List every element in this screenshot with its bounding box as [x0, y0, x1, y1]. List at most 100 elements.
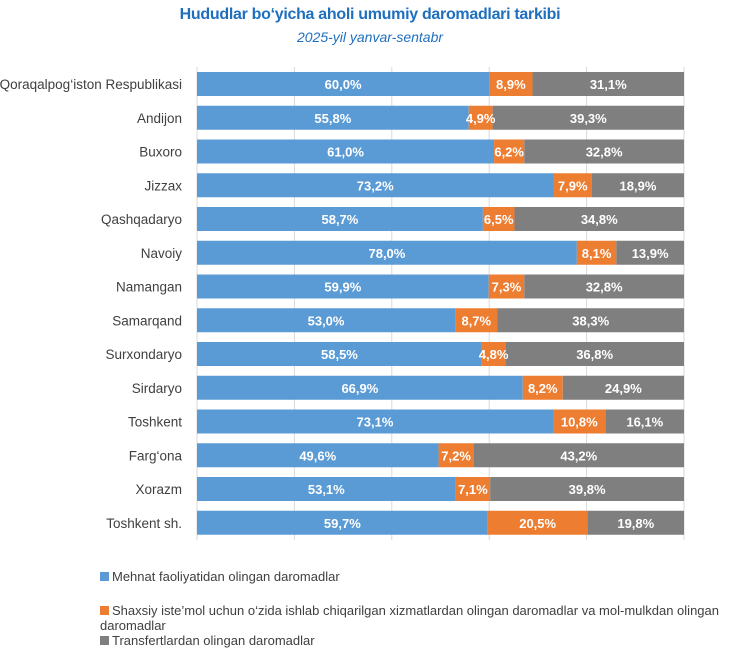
bar-segment-series-2 — [576, 240, 617, 265]
data-label: 43,2% — [560, 448, 597, 463]
bar-segment-series-1 — [197, 173, 554, 198]
category-label: Sirdaryo — [132, 381, 182, 396]
data-label: 6,5% — [484, 212, 514, 227]
data-label: 8,9% — [496, 77, 526, 92]
data-label: 20,5% — [519, 516, 556, 531]
bar-segment-series-3 — [524, 274, 684, 299]
data-label: 13,9% — [632, 246, 669, 261]
data-label: 55,8% — [314, 111, 351, 126]
data-label: 8,7% — [461, 313, 491, 328]
category-label: Namangan — [116, 280, 182, 295]
bar-segment-series-2 — [468, 105, 493, 130]
data-label: 7,9% — [558, 178, 588, 193]
data-label: 58,7% — [321, 212, 358, 227]
category-label: Andijon — [137, 111, 182, 126]
chart-subtitle: 2025-yil yanvar-sentabr — [296, 29, 444, 45]
category-labels: Qoraqalpog‘iston Respublikasi Andijon Buxo… — [0, 77, 182, 531]
bar-segment-series-1 — [197, 274, 489, 299]
category-label: Toshkent sh. — [106, 516, 182, 531]
bar-segment-series-1 — [197, 139, 495, 164]
bar-segment-series-3 — [505, 342, 684, 366]
category-label: Navoiy — [141, 246, 183, 261]
data-label: 39,8% — [569, 482, 606, 497]
category-label: Buxoro — [139, 145, 182, 160]
data-label: 16,1% — [626, 415, 663, 430]
legend-item-own-production-property-income: Shaxsiy iste’mol uchun o‘zida ishlab chi… — [100, 603, 740, 633]
data-label: 78,0% — [368, 246, 405, 261]
bar-segment-series-3 — [492, 105, 684, 130]
category-label: Farg‘ona — [129, 448, 183, 463]
bar-segment-series-3 — [562, 375, 684, 400]
bar-segment-series-2 — [455, 308, 498, 333]
data-label: 7,1% — [458, 482, 488, 497]
bar-segment-series-3 — [497, 308, 684, 333]
bar-segment-series-3 — [514, 207, 684, 231]
bar-segment-series-1 — [197, 240, 577, 265]
data-label: 10,8% — [561, 415, 598, 430]
bar-segment-series-2 — [482, 207, 515, 231]
bar-segment-series-1 — [197, 342, 482, 366]
legend-swatch — [100, 572, 109, 581]
data-label: 8,2% — [528, 381, 558, 396]
bar-segment-series-1 — [197, 375, 523, 400]
bar-segment-series-3 — [524, 139, 684, 164]
bar-segment-series-2 — [488, 274, 525, 299]
data-label: 24,9% — [605, 381, 642, 396]
data-label: 7,2% — [441, 448, 471, 463]
data-label: 36,8% — [576, 347, 613, 362]
data-label: 53,1% — [308, 482, 345, 497]
bar-segment-series-2 — [522, 375, 563, 400]
legend-swatch — [100, 636, 109, 645]
legend-swatch — [100, 606, 109, 615]
bar-segment-series-3 — [605, 409, 684, 434]
gridlines — [196, 67, 685, 540]
chart-title: Hududlar bo‘yicha aholi umumiy daromadla… — [179, 6, 561, 23]
bar-segment-series-2 — [487, 510, 588, 535]
data-label: 59,7% — [324, 516, 361, 531]
category-label: Xorazm — [135, 482, 182, 497]
bar-segment-series-3 — [490, 477, 684, 501]
legend-item-labor-income: Mehnat faoliyatidan olingan daromadlar — [100, 569, 340, 584]
category-label: Qoraqalpog‘iston Respublikasi — [0, 77, 182, 92]
data-label: 18,9% — [620, 178, 657, 193]
bar-segment-series-2 — [438, 443, 474, 468]
data-label: 4,8% — [479, 347, 509, 362]
legend-label: Mehnat faoliyatidan olingan daromadlar — [112, 569, 340, 584]
bar-segment-series-3 — [616, 240, 684, 265]
data-label: 49,6% — [299, 448, 336, 463]
legend-label: Transfertlardan olingan daromadlar — [112, 633, 315, 648]
data-label: 73,2% — [357, 178, 394, 193]
data-label: 31,1% — [590, 77, 627, 92]
bar-segment-series-1 — [197, 443, 439, 468]
bar-segment-series-2 — [455, 477, 491, 501]
data-label: 61,0% — [327, 145, 364, 160]
data-label: 19,8% — [617, 516, 654, 531]
category-label: Jizzax — [144, 178, 182, 193]
bar-segment-series-2 — [489, 72, 533, 96]
stacked-bar-chart: Qoraqalpog‘iston Respublikasi Andijon Buxo… — [0, 67, 685, 540]
bar-segment-series-2 — [552, 409, 606, 434]
data-label: 53,0% — [308, 313, 345, 328]
data-label: 32,8% — [586, 145, 623, 160]
data-label: 38,3% — [572, 313, 609, 328]
legend-label: Shaxsiy iste’mol uchun o‘zida ishlab chi… — [100, 603, 719, 633]
data-label: 32,8% — [586, 280, 623, 295]
bar-segment-series-3 — [591, 173, 684, 198]
category-label: Surxondaryo — [105, 347, 182, 362]
bar-segment-series-1 — [197, 510, 488, 535]
data-label: 7,3% — [492, 280, 522, 295]
bar-segment-series-2 — [481, 342, 506, 366]
data-label: 66,9% — [341, 381, 378, 396]
data-label: 34,8% — [581, 212, 618, 227]
legend-item-transfer-income: Transfertlardan olingan daromadlar — [100, 633, 315, 648]
category-label: Qashqadaryo — [101, 212, 182, 227]
category-label: Toshkent — [128, 415, 182, 430]
data-label: 73,1% — [357, 415, 394, 430]
bar-segment-series-2 — [553, 173, 592, 198]
bar-segment-series-1 — [197, 409, 553, 434]
bar-segment-series-1 — [197, 72, 490, 96]
bars — [197, 72, 684, 535]
bar-segment-series-2 — [494, 139, 525, 164]
value-labels: 60,0% 8,9% 31,1% 55,8% 4,9% 39,3% 61,0% 6,2% 32,… — [299, 77, 669, 531]
bar-segment-series-3 — [587, 510, 684, 535]
